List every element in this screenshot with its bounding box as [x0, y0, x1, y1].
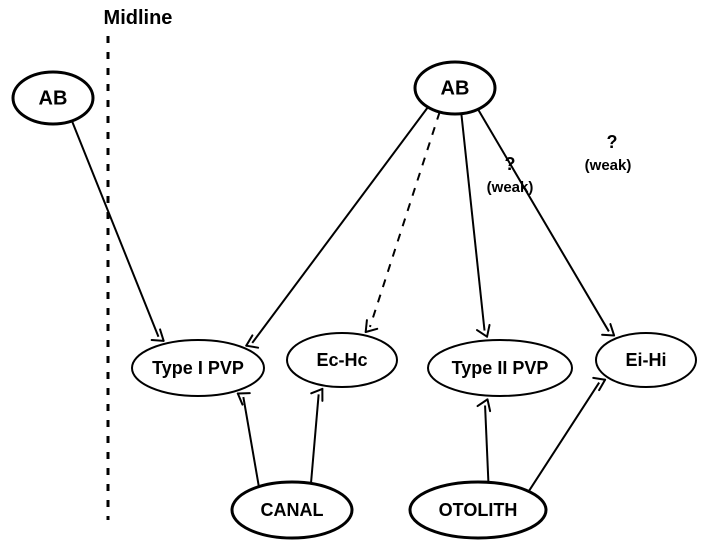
annot-weak2: (weak)	[585, 157, 632, 174]
edge-oto-type2	[485, 406, 488, 483]
annot-q2: ?	[607, 132, 618, 152]
edge-abR-type1	[252, 107, 428, 343]
diagram-svg: Midline AB AB Type I PVP Ec-Hc Type II PVP Ei-…	[0, 0, 720, 560]
edge-canal-type1	[243, 397, 259, 487]
node-label-canal: CANAL	[261, 500, 324, 520]
midline-label: Midline	[104, 7, 173, 29]
annot-q1: ?	[505, 154, 516, 174]
node-label-eihi: Ei-Hi	[625, 350, 666, 370]
node-label-echc: Ec-Hc	[316, 350, 367, 370]
edge-canal-echc	[311, 394, 319, 483]
node-label-ab_right: AB	[441, 77, 470, 99]
node-label-type1: Type I PVP	[152, 358, 244, 378]
edge-abR-type2	[461, 114, 484, 331]
node-label-ab_left: AB	[39, 87, 68, 109]
edge-abR-eihi	[478, 109, 609, 331]
edge-abL-type1	[72, 121, 159, 337]
node-label-otolith: OTOLITH	[439, 500, 518, 520]
node-label-type2: Type II PVP	[452, 358, 549, 378]
edge-oto-eihi	[529, 383, 599, 492]
edge-abR-echc	[370, 112, 440, 327]
annot-weak1: (weak)	[487, 179, 534, 196]
